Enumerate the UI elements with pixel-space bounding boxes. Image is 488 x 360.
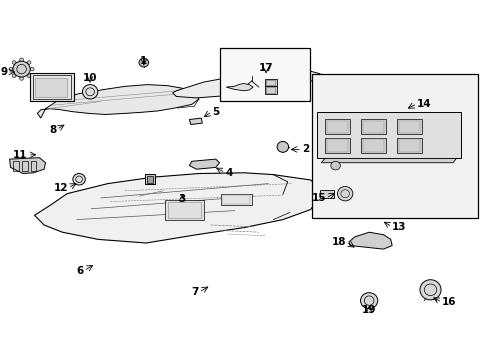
- Bar: [320, 190, 333, 198]
- Ellipse shape: [73, 174, 85, 185]
- Ellipse shape: [82, 85, 98, 99]
- Ellipse shape: [9, 67, 13, 71]
- Ellipse shape: [27, 74, 31, 77]
- Bar: [325, 119, 349, 134]
- Bar: [144, 174, 155, 184]
- Text: 3: 3: [178, 194, 185, 204]
- Text: 16: 16: [441, 297, 456, 307]
- Polygon shape: [189, 118, 202, 125]
- Ellipse shape: [20, 77, 23, 80]
- Polygon shape: [172, 70, 320, 98]
- Ellipse shape: [139, 58, 148, 67]
- Text: 5: 5: [211, 107, 219, 117]
- Polygon shape: [348, 232, 391, 249]
- Bar: [396, 119, 421, 134]
- Bar: [311, 74, 477, 218]
- Text: 9: 9: [0, 67, 7, 77]
- Ellipse shape: [330, 161, 340, 170]
- Text: 6: 6: [77, 266, 84, 276]
- Polygon shape: [226, 84, 253, 91]
- Bar: [265, 87, 275, 93]
- Bar: [398, 121, 419, 133]
- Bar: [219, 48, 309, 101]
- Text: 11: 11: [13, 150, 28, 160]
- Text: 8: 8: [49, 125, 57, 135]
- Ellipse shape: [13, 61, 30, 77]
- Ellipse shape: [30, 67, 34, 71]
- Bar: [222, 195, 250, 204]
- Bar: [362, 121, 383, 133]
- Polygon shape: [321, 158, 455, 163]
- Ellipse shape: [27, 61, 31, 64]
- Ellipse shape: [20, 58, 23, 62]
- Bar: [22, 161, 28, 171]
- Ellipse shape: [12, 74, 16, 77]
- Bar: [325, 138, 349, 153]
- Bar: [317, 112, 460, 158]
- Text: 7: 7: [191, 287, 199, 297]
- Bar: [362, 139, 383, 152]
- Bar: [360, 119, 385, 134]
- Bar: [165, 200, 203, 220]
- Polygon shape: [37, 85, 199, 118]
- Text: 12: 12: [54, 183, 68, 193]
- Bar: [396, 138, 421, 153]
- Text: 18: 18: [331, 237, 346, 247]
- Bar: [220, 194, 251, 205]
- Bar: [360, 138, 385, 153]
- Text: 14: 14: [416, 99, 431, 109]
- Polygon shape: [189, 159, 219, 169]
- Text: 10: 10: [82, 73, 97, 84]
- Bar: [35, 78, 67, 97]
- Text: 2: 2: [302, 144, 308, 154]
- Bar: [398, 139, 419, 152]
- Bar: [326, 139, 347, 152]
- Bar: [326, 121, 347, 133]
- Text: 15: 15: [311, 193, 325, 203]
- Text: 19: 19: [361, 305, 376, 315]
- Ellipse shape: [360, 293, 377, 309]
- Ellipse shape: [419, 280, 440, 300]
- Text: 4: 4: [225, 168, 232, 178]
- Text: 17: 17: [258, 63, 273, 73]
- Bar: [13, 161, 19, 171]
- Bar: [264, 86, 276, 94]
- Text: 1: 1: [140, 56, 147, 66]
- Bar: [30, 73, 74, 101]
- Ellipse shape: [12, 61, 16, 64]
- Text: 13: 13: [391, 222, 406, 232]
- Bar: [265, 80, 275, 85]
- Ellipse shape: [277, 141, 288, 152]
- Bar: [31, 161, 37, 171]
- Polygon shape: [35, 173, 323, 243]
- Bar: [167, 202, 201, 218]
- Ellipse shape: [337, 186, 352, 201]
- Bar: [33, 75, 71, 99]
- Bar: [264, 79, 276, 86]
- Polygon shape: [10, 158, 45, 174]
- Bar: [146, 176, 153, 183]
